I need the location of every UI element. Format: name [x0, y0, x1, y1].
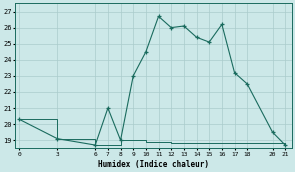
X-axis label: Humidex (Indice chaleur): Humidex (Indice chaleur)	[98, 159, 209, 169]
